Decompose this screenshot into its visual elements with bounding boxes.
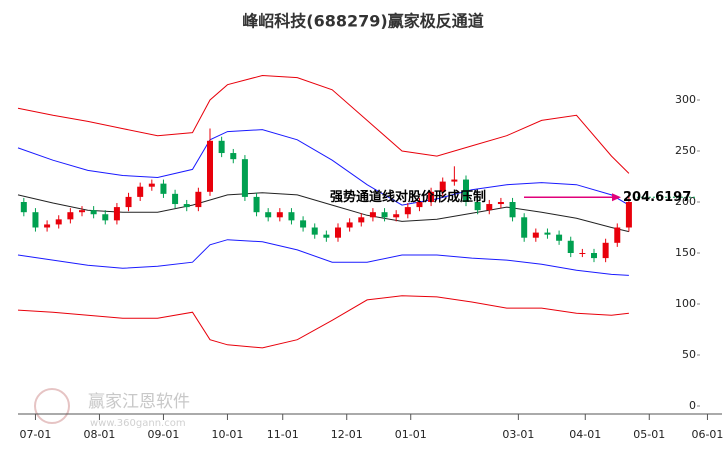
candle-body: [137, 186, 144, 197]
candle-body: [102, 214, 109, 221]
candle-body: [55, 219, 62, 225]
candle-body: [265, 212, 272, 218]
candle-body: [323, 234, 330, 238]
candle-body: [358, 217, 365, 223]
y-tick-label: 250: [675, 144, 696, 157]
candle-body: [172, 193, 179, 205]
x-tick-label: 04-01: [569, 428, 601, 441]
candle-body: [207, 140, 213, 192]
candle-body: [253, 196, 260, 213]
y-tick-label: 200: [675, 195, 696, 208]
x-tick-label: 07-01: [19, 428, 51, 441]
candle-body: [79, 210, 85, 213]
candle-body: [20, 202, 27, 213]
y-tick-label: 0: [689, 399, 696, 412]
candle-body: [381, 212, 388, 218]
channel-line: [17, 295, 629, 349]
candle-body: [428, 191, 435, 202]
candle-body: [230, 153, 237, 160]
watermark-url: www.360gann.com: [90, 418, 186, 429]
x-tick-label: 05-01: [633, 428, 665, 441]
candle-body: [369, 212, 376, 218]
x-tick-label: 06-01: [691, 428, 723, 441]
annotation-value: 204.6197: [623, 190, 691, 205]
watermark-logo: [34, 388, 70, 424]
candle-body: [486, 204, 493, 211]
candle-body: [346, 222, 353, 228]
channel-line: [17, 74, 630, 174]
candle-body: [393, 214, 400, 218]
candle-body: [113, 207, 120, 221]
x-tick-label: 01-01: [395, 428, 427, 441]
candle-body: [556, 234, 563, 241]
x-tick-label: 10-01: [211, 428, 243, 441]
arrow-head: [612, 193, 621, 202]
x-tick-label: 08-01: [83, 428, 115, 441]
candle-body: [218, 140, 225, 154]
candle-body: [67, 212, 74, 220]
candle-body: [591, 253, 597, 259]
candle-body: [311, 227, 318, 235]
candle-body: [404, 207, 411, 215]
candle-body: [521, 217, 528, 238]
candle-body: [183, 204, 190, 208]
candle-body: [125, 196, 132, 208]
watermark: 赢家江恩软件 www.360gann.com: [34, 388, 190, 429]
candle-body: [160, 183, 167, 194]
candle-body: [300, 220, 307, 228]
channel-line: [17, 129, 630, 206]
candle-body: [451, 179, 458, 182]
watermark-text: 赢家江恩软件: [88, 392, 190, 412]
candle-body: [474, 202, 481, 211]
candle-body: [614, 227, 621, 243]
candle-body: [288, 212, 295, 221]
candle-body: [544, 232, 551, 235]
candle-body: [195, 191, 202, 208]
candle-body: [532, 232, 539, 238]
candle-body: [625, 202, 632, 228]
candle-body: [463, 179, 469, 202]
x-tick-label: 09-01: [147, 428, 179, 441]
candle-body: [90, 210, 97, 215]
x-tick-label: 12-01: [331, 428, 363, 441]
candle-body: [509, 202, 516, 218]
chart-title: 峰岹科技(688279)赢家极反通道: [242, 12, 483, 31]
y-tick-label: 100: [675, 297, 696, 310]
candle-body: [567, 240, 574, 253]
candle-body: [276, 212, 283, 218]
candle-body: [44, 224, 51, 228]
y-tick-label: 300: [675, 93, 696, 106]
candle-body: [439, 181, 446, 192]
channel-line: [17, 239, 629, 276]
channel-line: [17, 192, 630, 233]
annotation-text: 强势通道线对股价形成压制: [330, 189, 486, 205]
candle-body: [602, 242, 609, 259]
candle-body: [241, 159, 248, 197]
candle-body: [335, 227, 341, 238]
y-tick-label: 150: [675, 246, 696, 259]
candle-body: [497, 202, 504, 205]
y-tick-label: 50: [682, 348, 696, 361]
x-tick-label: 03-01: [502, 428, 534, 441]
candle-body: [148, 183, 155, 187]
x-tick-label: 11-01: [267, 428, 299, 441]
candle-body: [32, 212, 39, 228]
candle-body: [579, 253, 586, 254]
candle-body: [416, 202, 423, 208]
